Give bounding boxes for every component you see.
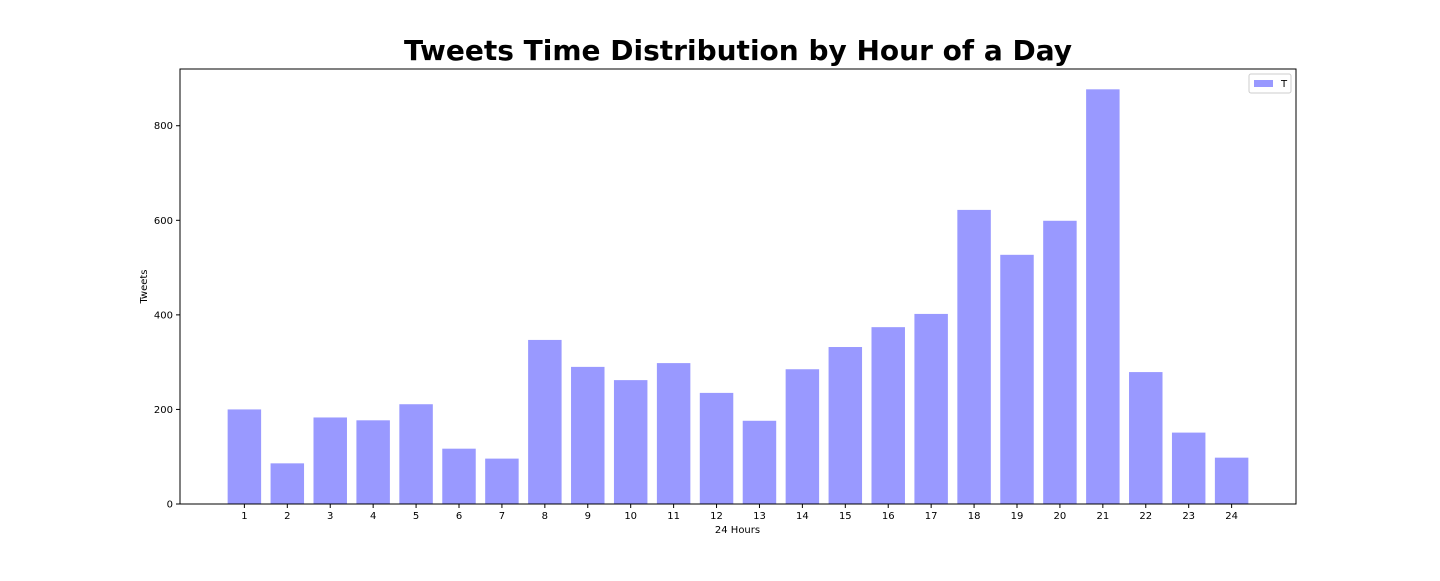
x-tick-label-10: 10 — [624, 511, 637, 522]
bar-19 — [1000, 254, 1034, 504]
bar-1 — [227, 409, 262, 504]
bar-20 — [1043, 220, 1077, 504]
bar-23 — [1171, 432, 1206, 504]
legend-swatch — [1254, 80, 1273, 87]
x-axis-label: 24 Hours — [715, 525, 760, 536]
bar-3 — [313, 417, 347, 504]
bar-14 — [785, 369, 820, 504]
x-tick-label-20: 20 — [1054, 511, 1067, 522]
x-tick-label-1: 1 — [241, 511, 247, 522]
bar-22 — [1129, 372, 1163, 504]
legend-label: T — [1280, 79, 1288, 90]
bar-2 — [270, 463, 305, 504]
bar-12 — [699, 392, 734, 504]
bar-11 — [656, 363, 691, 504]
x-tick-label-7: 7 — [499, 511, 505, 522]
bar-13 — [742, 420, 777, 504]
y-tick-label-400: 400 — [154, 310, 173, 321]
x-tick-label-22: 22 — [1139, 511, 1152, 522]
x-tick-label-2: 2 — [284, 511, 290, 522]
bar-6 — [442, 448, 476, 504]
x-tick-label-23: 23 — [1182, 511, 1195, 522]
bar-21 — [1086, 89, 1120, 504]
chart-title: Tweets Time Distribution by Hour of a Da… — [404, 34, 1072, 67]
x-tick-label-16: 16 — [882, 511, 895, 522]
bar-15 — [828, 347, 863, 504]
x-tick-label-4: 4 — [370, 511, 376, 522]
y-tick-label-0: 0 — [167, 500, 173, 511]
bar-10 — [613, 380, 648, 504]
bar-18 — [957, 209, 991, 504]
y-tick-label-800: 800 — [154, 121, 173, 132]
y-axis-label: Tweets — [139, 269, 150, 304]
x-tick-label-3: 3 — [327, 511, 333, 522]
bar-9 — [571, 366, 605, 504]
x-tick-label-8: 8 — [542, 511, 548, 522]
x-tick-label-19: 19 — [1011, 511, 1024, 522]
x-tick-label-15: 15 — [839, 511, 852, 522]
bar-7 — [485, 458, 519, 504]
x-tick-label-24: 24 — [1225, 511, 1238, 522]
x-tick-label-21: 21 — [1096, 511, 1109, 522]
x-tick-label-17: 17 — [925, 511, 938, 522]
bar-24 — [1214, 457, 1249, 504]
x-tick-label-11: 11 — [667, 511, 680, 522]
x-tick-label-18: 18 — [968, 511, 981, 522]
bar-5 — [399, 404, 433, 504]
x-tick-label-9: 9 — [585, 511, 591, 522]
x-tick-label-6: 6 — [456, 511, 462, 522]
bar-17 — [914, 313, 948, 504]
y-tick-label-600: 600 — [154, 216, 173, 227]
bar-4 — [356, 420, 390, 504]
axes-frame — [179, 68, 1297, 505]
bar-8 — [528, 339, 562, 504]
bar-16 — [871, 327, 905, 504]
x-tick-label-12: 12 — [710, 511, 723, 522]
x-tick-label-14: 14 — [796, 511, 809, 522]
y-tick-label-200: 200 — [154, 405, 173, 416]
x-tick-label-5: 5 — [413, 511, 419, 522]
x-tick-label-13: 13 — [753, 511, 766, 522]
